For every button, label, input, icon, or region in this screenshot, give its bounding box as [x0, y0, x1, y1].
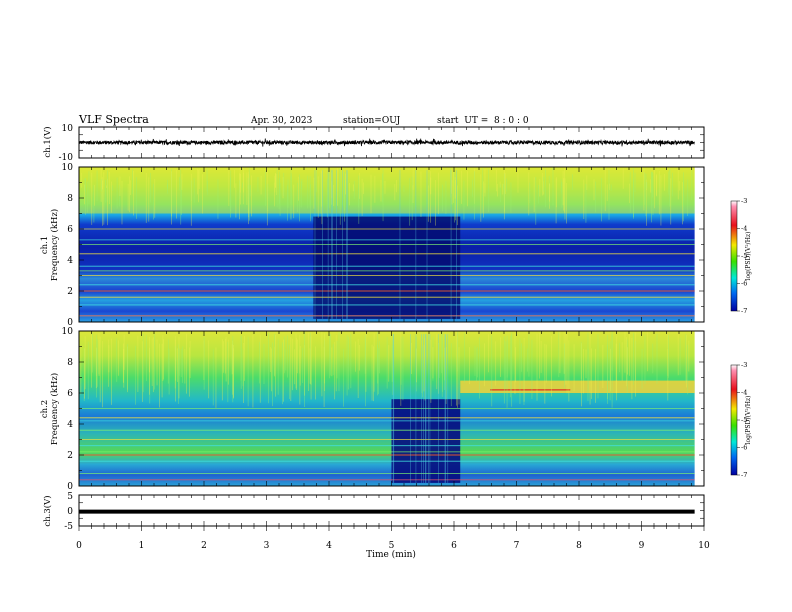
time-tick-label: 3 — [264, 541, 270, 551]
ch2-colorbar: -3 -4 -5 -6 -7 log(PSD)(V²/Hz) — [730, 361, 752, 479]
frequency-tick-label: 0 — [67, 482, 73, 492]
ch3-ytick-top: 5 — [67, 492, 73, 502]
frequency-tick-label: 6 — [67, 225, 73, 235]
emission-band — [460, 380, 695, 393]
ch3-waveform-ylabel: ch.3(V) — [42, 495, 53, 526]
time-axis-label: Time (min) — [366, 549, 416, 560]
ch1-colorbar-scale — [730, 200, 738, 312]
ch1-ytick-bottom: -10 — [59, 153, 74, 163]
ch2-colorbar-label: log(PSD)(V²/Hz) — [745, 396, 752, 445]
ch1-waveform-panel: 10 -10 ch.1(V) — [42, 124, 705, 163]
ch3-waveform-panel: 5 0 -5 ch.3(V) 0 1 2 3 4 5 6 7 8 9 10 Time (min) — [42, 492, 710, 560]
figure-title: VLF Spectra — [78, 113, 149, 126]
ch1-ytick-top: 10 — [62, 124, 74, 134]
ch2-colorbar-scale — [730, 364, 738, 476]
ch2-spectrogram-ticks — [78, 330, 705, 487]
ch2-colorbar-ticks: -3 -4 -5 -6 -7 — [737, 361, 747, 479]
time-tick-label: 7 — [514, 541, 520, 551]
time-axis-ticklabels: 0 1 2 3 4 5 6 7 8 9 10 — [76, 541, 710, 551]
ch1-colorbar-ticks: -3 -4 -5 -6 -7 — [737, 197, 747, 315]
colorbar-tick-label: -5 — [741, 252, 747, 260]
time-tick-label: 2 — [201, 541, 207, 551]
frequency-tick-label: 2 — [67, 287, 73, 297]
time-tick-label: 8 — [576, 541, 582, 551]
time-tick-label: 1 — [139, 541, 145, 551]
frequency-tick-label: 4 — [67, 420, 73, 430]
ch3-waveform-ticks — [78, 494, 705, 531]
frequency-tick-label: 8 — [67, 194, 73, 204]
header-station: station=OUJ — [343, 116, 401, 126]
ch1-spectrogram-yticklabels: 0 2 4 6 8 10 — [62, 163, 74, 328]
ch3-ytick-mid: 0 — [67, 507, 73, 517]
time-tick-label: 9 — [639, 541, 645, 551]
ch2-spectrogram-marks — [78, 331, 704, 486]
time-tick-label: 6 — [451, 541, 457, 551]
ch1-spectrogram-ticks — [78, 166, 705, 323]
ch1-spectrogram-panel: 0 2 4 6 8 10 ch.1 Frequency (kHz) -3 -4 -5 -6 -7 … — [40, 163, 752, 328]
ch1-waveform-trace — [78, 138, 695, 147]
ch2-spectrogram-panel: 0 2 4 6 8 10 ch.2 Frequency (kHz) -3 -4 -5 -6 -7 … — [40, 327, 752, 492]
ch1-spectrogram-marks — [79, 167, 704, 322]
ch1-waveform-ylabel: ch.1(V) — [42, 126, 53, 157]
frequency-tick-label: 10 — [62, 327, 74, 337]
frequency-tick-label: 10 — [62, 163, 74, 173]
colorbar-tick-label: -6 — [741, 280, 747, 288]
ch1-spectrogram-ylabel-line2: Frequency (kHz) — [49, 209, 60, 281]
colorbar-tick-label: -5 — [741, 416, 747, 424]
colorbar-tick-label: -7 — [741, 307, 747, 315]
header-date: Apr. 30, 2023 — [250, 116, 313, 126]
colorbar-tick-label: -4 — [741, 225, 747, 233]
frequency-tick-label: 2 — [67, 451, 73, 461]
colorbar-tick-label: -6 — [741, 444, 747, 452]
frequency-tick-label: 4 — [67, 256, 73, 266]
ch1-colorbar: -3 -4 -5 -6 -7 log(PSD)(V²/Hz) — [730, 197, 752, 315]
time-tick-label: 10 — [698, 541, 710, 551]
quiet-interval — [313, 216, 461, 319]
time-tick-label: 5 — [389, 541, 395, 551]
header-start-time: start UT = 8 : 0 : 0 — [437, 116, 529, 126]
time-tick-label: 4 — [326, 541, 332, 551]
frequency-tick-label: 8 — [67, 358, 73, 368]
ch2-spectrogram-ylabel-line2: Frequency (kHz) — [49, 373, 60, 445]
ch3-ytick-bottom: -5 — [64, 522, 73, 532]
colorbar-tick-label: -7 — [741, 471, 747, 479]
ch1-waveform-ticks — [78, 126, 705, 159]
time-tick-label: 0 — [76, 541, 82, 551]
spectrogram-nodata — [694, 167, 704, 322]
frequency-tick-label: 0 — [67, 318, 73, 328]
ch1-spectrogram-ylabel-line1: ch.1 — [40, 236, 50, 254]
colorbar-tick-label: -4 — [741, 389, 747, 397]
colorbar-tick-label: -3 — [741, 197, 747, 205]
frequency-tick-label: 6 — [67, 389, 73, 399]
ch2-spectrogram-ylabel-line1: ch.2 — [40, 400, 50, 418]
ch2-spectrogram-yticklabels: 0 2 4 6 8 10 — [62, 327, 74, 492]
ch1-colorbar-label: log(PSD)(V²/Hz) — [745, 232, 752, 281]
spectrogram-nodata — [694, 331, 704, 486]
colorbar-tick-label: -3 — [741, 361, 747, 369]
